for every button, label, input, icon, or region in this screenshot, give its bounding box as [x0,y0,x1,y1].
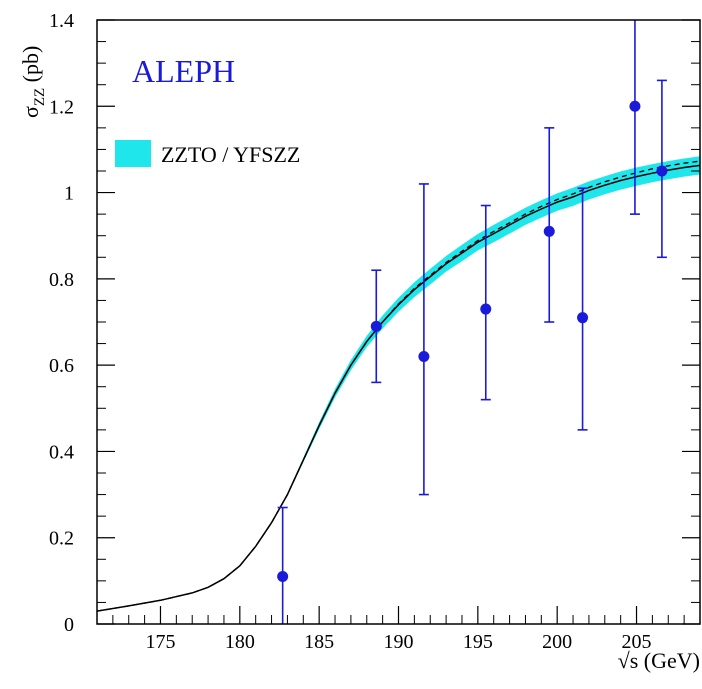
x-tick-label: 195 [463,631,493,653]
y-tick-label: 1 [64,183,74,205]
y-tick-label: 0.4 [49,441,74,463]
y-tick-label: 1.2 [49,96,74,118]
y-axis-title-unit: (pb) [18,46,43,88]
x-tick-label: 190 [384,631,414,653]
legend-swatch [115,140,151,167]
x-tick-label: 205 [622,631,652,653]
x-tick-label: 185 [304,631,334,653]
tick-layer: 175 180 185 190 195 200 205 0 0.2 0.4 0.6 0.8 1 1.2 1.… [49,10,701,653]
data-point [656,165,668,177]
y-tick-label: 0.8 [49,269,74,291]
prediction-band [97,156,700,612]
x-tick-label: 200 [542,631,572,653]
y-tick-label: 1.4 [49,10,74,32]
data-point [629,100,641,112]
prediction-line-layer [96,160,701,612]
data-point [277,571,289,583]
x-axis-title: √s (GeV) [618,648,700,673]
y-axis-title-symbol: σ [18,106,43,118]
brand-label: ALEPH [132,53,235,89]
x-tick-label: 175 [145,631,175,653]
data-point [370,320,382,332]
y-axis-title-subscript: ZZ [32,88,48,106]
x-tick-label: 180 [225,631,255,653]
data-point [543,225,555,237]
y-axis-title: σZZ (pb) [18,46,48,118]
data-point [480,303,492,315]
plot-frame [96,19,701,625]
prediction-line [96,164,701,612]
prediction-band-layer [97,156,700,612]
data-point [418,351,430,363]
y-tick-label: 0 [64,614,74,636]
legend-label: ZZTO / YFSZZ [161,142,300,167]
y-tick-label: 0.6 [49,355,74,377]
data-point [577,312,589,324]
y-tick-label: 0.2 [49,528,74,550]
prediction-line-alt [96,160,701,612]
measurement-layer [277,20,668,624]
